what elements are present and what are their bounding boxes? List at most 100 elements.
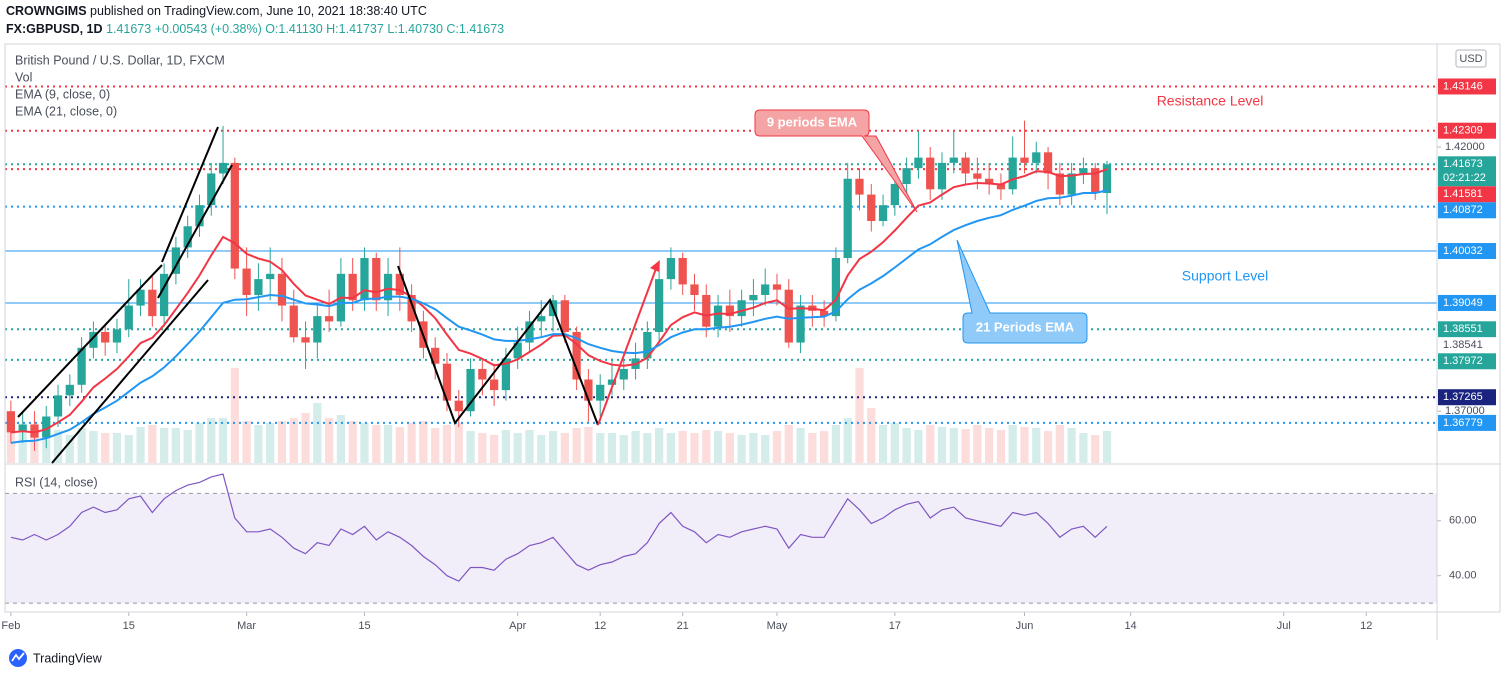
trend-line: [161, 126, 219, 263]
candle-body: [996, 184, 1006, 190]
candle-body: [42, 416, 51, 438]
volume-bar: [289, 418, 298, 463]
volume-bar: [560, 433, 569, 463]
rsi-tick-label: 40.00: [1449, 570, 1477, 582]
volume-bar: [961, 429, 970, 463]
volume-bar: [1055, 425, 1064, 463]
candle-body: [761, 284, 770, 295]
trend-drawings: [17, 126, 599, 464]
candle-body: [831, 257, 841, 317]
candle-body: [89, 331, 98, 348]
ohlc-high: H:1.41737: [326, 22, 384, 36]
volume-bar: [478, 433, 487, 463]
candle-body: [702, 294, 711, 327]
price-label: 1.37972: [1443, 355, 1483, 367]
candle-body: [867, 194, 876, 222]
ema-line: [10, 189, 1108, 444]
candle-body: [537, 316, 546, 322]
volume-bar: [6, 428, 16, 463]
volume-bar: [266, 423, 275, 463]
volume-bar: [407, 423, 416, 463]
volume-bar: [772, 431, 782, 463]
volume-bar: [218, 418, 228, 463]
candle-body: [30, 424, 39, 438]
volume-bar: [124, 435, 133, 463]
currency: USD: [1459, 53, 1482, 65]
volume-bar: [690, 433, 699, 463]
volume-bar: [867, 408, 876, 463]
logo-mark: [11, 652, 25, 662]
volume-bar: [643, 433, 652, 463]
volume-bar: [65, 435, 74, 463]
volume-bar: [324, 418, 334, 463]
price-label-box: [1438, 78, 1496, 95]
publisher: CROWNGIMS: [6, 4, 87, 18]
volume-bar: [313, 403, 322, 463]
volume-bar: [761, 435, 770, 463]
volume-bar: [183, 430, 192, 463]
volume-bar: [584, 427, 593, 463]
candle-body: [713, 305, 723, 327]
candle-body: [584, 379, 593, 401]
annotation: Support Level: [1182, 268, 1268, 284]
candle-body: [313, 316, 322, 343]
candle-body: [1055, 173, 1064, 195]
candle-body: [266, 273, 275, 280]
volume-bar: [301, 413, 310, 463]
legend-volume: Vol: [15, 70, 32, 84]
x-tick-label: 14: [1124, 620, 1136, 632]
volume-bar: [784, 425, 793, 463]
candle-body: [454, 400, 463, 412]
volume-bar: [254, 425, 263, 463]
rsi-line: [10, 473, 1108, 582]
candle-body: [1091, 168, 1100, 194]
symbol: FX:GBPUSD, 1D: [6, 22, 103, 36]
front-layer: 1.41673 02:21:22 1.43146 1.42309 1.41581 1.40…: [1438, 78, 1496, 431]
candle-body: [820, 310, 829, 317]
volume-bar: [937, 427, 947, 463]
candle-body: [749, 294, 758, 301]
volume-bar: [607, 433, 617, 463]
candle-body: [784, 289, 793, 343]
x-tick-label: Jun: [1016, 620, 1034, 632]
ohlc-low: L:1.40730: [387, 22, 443, 36]
candle-body: [242, 268, 251, 295]
candle-body: [53, 395, 63, 417]
ohlc-open: O:1.41130: [265, 22, 323, 36]
volume-bar: [548, 431, 558, 463]
candle-body: [619, 368, 628, 380]
header-line-1: CROWNGIMS published on TradingView.com, …: [6, 4, 427, 18]
volume-bar: [619, 435, 628, 463]
candle-body: [277, 273, 287, 306]
candle-body: [289, 305, 298, 338]
volume-bar: [1008, 425, 1017, 463]
price-label-box: [1438, 414, 1496, 431]
candle-body: [6, 411, 16, 433]
candle-body: [513, 342, 522, 359]
back-layer: 1.42000 1.37000 Feb 15 Mar 15 Apr 12 21 May 17 Jun 1…: [1, 85, 1485, 632]
volume-bar: [926, 425, 935, 463]
candle-body: [360, 257, 369, 301]
volume-bar: [831, 425, 841, 463]
candle-body: [878, 205, 888, 222]
volume-bar: [101, 433, 110, 463]
annotation: Resistance Level: [1157, 93, 1264, 109]
volume-bar: [148, 425, 157, 463]
volume-bar: [596, 433, 605, 463]
candle-body: [230, 162, 239, 269]
y-tick-label: 1.37000: [1445, 405, 1485, 417]
price-label: 1.41673: [1443, 158, 1483, 170]
price-label: 1.36779: [1443, 417, 1483, 429]
volume-bar: [1091, 435, 1100, 463]
candle-body: [383, 273, 393, 301]
volume-bar: [537, 435, 546, 463]
candle-body: [18, 424, 27, 433]
x-tick-label: Feb: [1, 620, 20, 632]
volume-bar: [666, 433, 676, 463]
volume-bar: [89, 431, 98, 463]
x-tick-label: 15: [123, 620, 135, 632]
candle-body: [136, 289, 145, 306]
volume-bar: [820, 431, 829, 463]
price-label-box: [1438, 337, 1496, 354]
price-label-box: [1438, 294, 1496, 311]
